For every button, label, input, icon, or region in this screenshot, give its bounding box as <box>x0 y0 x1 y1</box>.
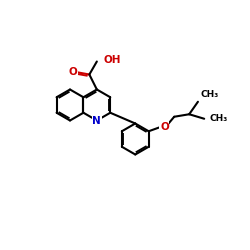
Text: CH₃: CH₃ <box>209 114 228 123</box>
Text: N: N <box>92 116 101 126</box>
Text: O: O <box>160 122 169 132</box>
Text: O: O <box>68 67 77 77</box>
Text: OH: OH <box>104 54 121 64</box>
Text: CH₃: CH₃ <box>200 90 219 99</box>
